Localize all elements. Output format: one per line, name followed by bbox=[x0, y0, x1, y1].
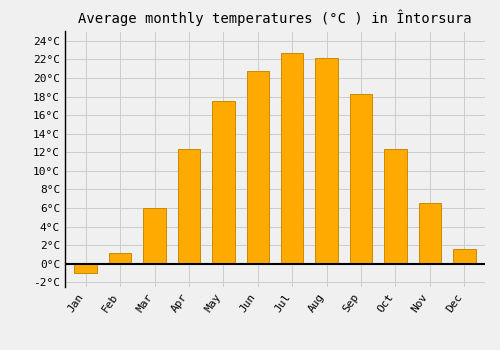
Bar bbox=[212, 101, 234, 264]
Bar bbox=[453, 249, 475, 264]
Bar bbox=[144, 208, 166, 264]
Bar bbox=[418, 203, 441, 264]
Bar bbox=[178, 149, 200, 264]
Bar bbox=[316, 57, 338, 264]
Bar bbox=[109, 253, 132, 264]
Bar bbox=[281, 53, 303, 264]
Title: Average monthly temperatures (°C ) in Întorsura: Average monthly temperatures (°C ) in În… bbox=[78, 10, 472, 26]
Bar bbox=[384, 148, 406, 264]
Bar bbox=[350, 94, 372, 264]
Bar bbox=[246, 70, 269, 264]
Bar bbox=[74, 264, 97, 273]
